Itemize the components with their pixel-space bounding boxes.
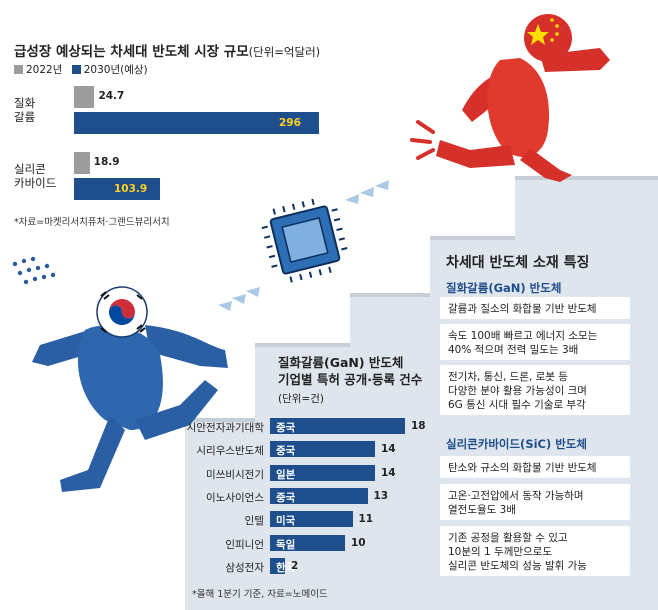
sic-feature-3: 기존 공정을 활용할 수 있고 10분의 1 두께만으로도 실리콘 반도체의 성…	[440, 526, 630, 576]
sic-feature-2: 고온·고전압에서 동작 가능하며 열전도율도 3배	[440, 484, 630, 520]
market-category-label: 질화 갈륨	[14, 96, 36, 124]
market-bar-value: 103.9	[113, 183, 148, 195]
market-bar-value: 296	[279, 117, 301, 129]
patent-country-label: 중국	[276, 491, 296, 504]
patent-bar	[270, 511, 353, 528]
market-bar-value: 18.9	[93, 156, 120, 168]
market-category-label: 실리콘 카바이드	[14, 162, 57, 190]
gan-feature-3: 전기차, 통신, 드론, 로봇 등 다양한 분야 활용 가능성이 크며 6G 통…	[440, 365, 630, 415]
gan-heading: 질화갈륨(GaN) 반도체	[446, 281, 562, 295]
patent-bar-value: 18	[411, 420, 426, 432]
market-chart-unit: (단위=억달러)	[248, 45, 321, 59]
legend-label-2030: 2030년(예상)	[83, 64, 148, 76]
market-chart-source: *자료=마켓리서치퓨처·그랜드뷰리서치	[14, 217, 170, 228]
legend-swatch-2030	[71, 65, 81, 74]
patent-bar	[270, 557, 285, 574]
patent-country-label: 중국	[276, 422, 296, 434]
patent-bar	[270, 464, 375, 481]
gan-feature-1: 갈륨과 질소의 화합물 기반 반도체	[440, 297, 630, 319]
market-bar-2030	[74, 178, 160, 200]
patent-company-label: 시리우스반도체	[196, 445, 264, 458]
patent-chart-plot: 시안전자과기대학 중국 18 시리우스반도체 중국 14 미쓰비시전기 일본 14 이노사이언스 중…	[170, 418, 432, 584]
speed-dots	[12, 256, 56, 285]
patent-country-label: 미국	[276, 515, 296, 528]
market-bar-2022	[74, 152, 90, 174]
patent-country-label: 한국	[276, 561, 296, 574]
patent-bar	[270, 534, 345, 551]
market-bar-2022	[74, 86, 95, 108]
legend-label-2022: 2022년	[26, 64, 63, 76]
patent-country-label: 일본	[276, 468, 296, 481]
patent-chart-source: *올해 1분기 기준, 자료=노메이드	[192, 589, 328, 600]
market-chart-legend: 2022년 2030년(예상)	[14, 62, 148, 77]
patent-bar-value: 14	[381, 466, 396, 479]
patent-bar-value: 2	[291, 559, 299, 572]
patent-bar-value: 14	[381, 443, 396, 456]
patent-company-label: 이노사이언스	[206, 491, 264, 504]
china-flag-head	[524, 14, 572, 62]
sic-feature-1: 탄소와 규소의 화합물 기반 반도체	[440, 456, 630, 478]
chip-icon	[261, 198, 348, 283]
patent-bar	[270, 418, 405, 434]
patent-company-label: 인피니언	[225, 538, 264, 551]
china-runner	[436, 14, 610, 182]
market-chart-title: 급성장 예상되는 차세대 반도체 시장 규모(단위=억달러)	[14, 44, 321, 60]
patent-chart-title-2: 기업별 특허 공개·등록 건수	[278, 372, 423, 387]
gan-feature-2: 속도 100배 빠르고 에너지 소모는 40% 적으며 전력 밀도는 3배	[440, 324, 630, 360]
legend-swatch-2022	[14, 65, 23, 74]
market-bar-value: 24.7	[98, 90, 125, 102]
patent-bar-value: 10	[351, 536, 366, 549]
patent-country-label: 독일	[276, 538, 296, 551]
patent-company-label: 시안전자과기대학	[186, 422, 264, 434]
market-chart-plot: 질화 갈륨 24.7 296 실리콘 카바이드 18.9 103.9	[14, 80, 334, 210]
patent-company-label: 삼성전자	[225, 561, 264, 574]
motion-marks	[410, 120, 435, 160]
arrow-chevrons	[218, 180, 389, 311]
patent-bar	[270, 487, 368, 504]
patent-chart-unit: (단위=건)	[278, 393, 324, 405]
patent-bar-value: 11	[358, 513, 374, 526]
patent-bar-value: 13	[373, 489, 389, 502]
patent-company-label: 인텔	[244, 515, 264, 528]
korea-runner	[32, 286, 228, 492]
patent-company-label: 미쓰비시전기	[206, 468, 264, 481]
market-bar-2030	[74, 112, 319, 134]
patent-chart-title-1: 질화갈륨(GaN) 반도체	[278, 355, 404, 370]
features-title: 차세대 반도체 소재 특징	[446, 255, 590, 271]
sic-heading: 실리콘카바이드(SiC) 반도체	[446, 437, 587, 451]
patent-bar	[270, 441, 375, 458]
patent-country-label: 중국	[276, 445, 296, 458]
